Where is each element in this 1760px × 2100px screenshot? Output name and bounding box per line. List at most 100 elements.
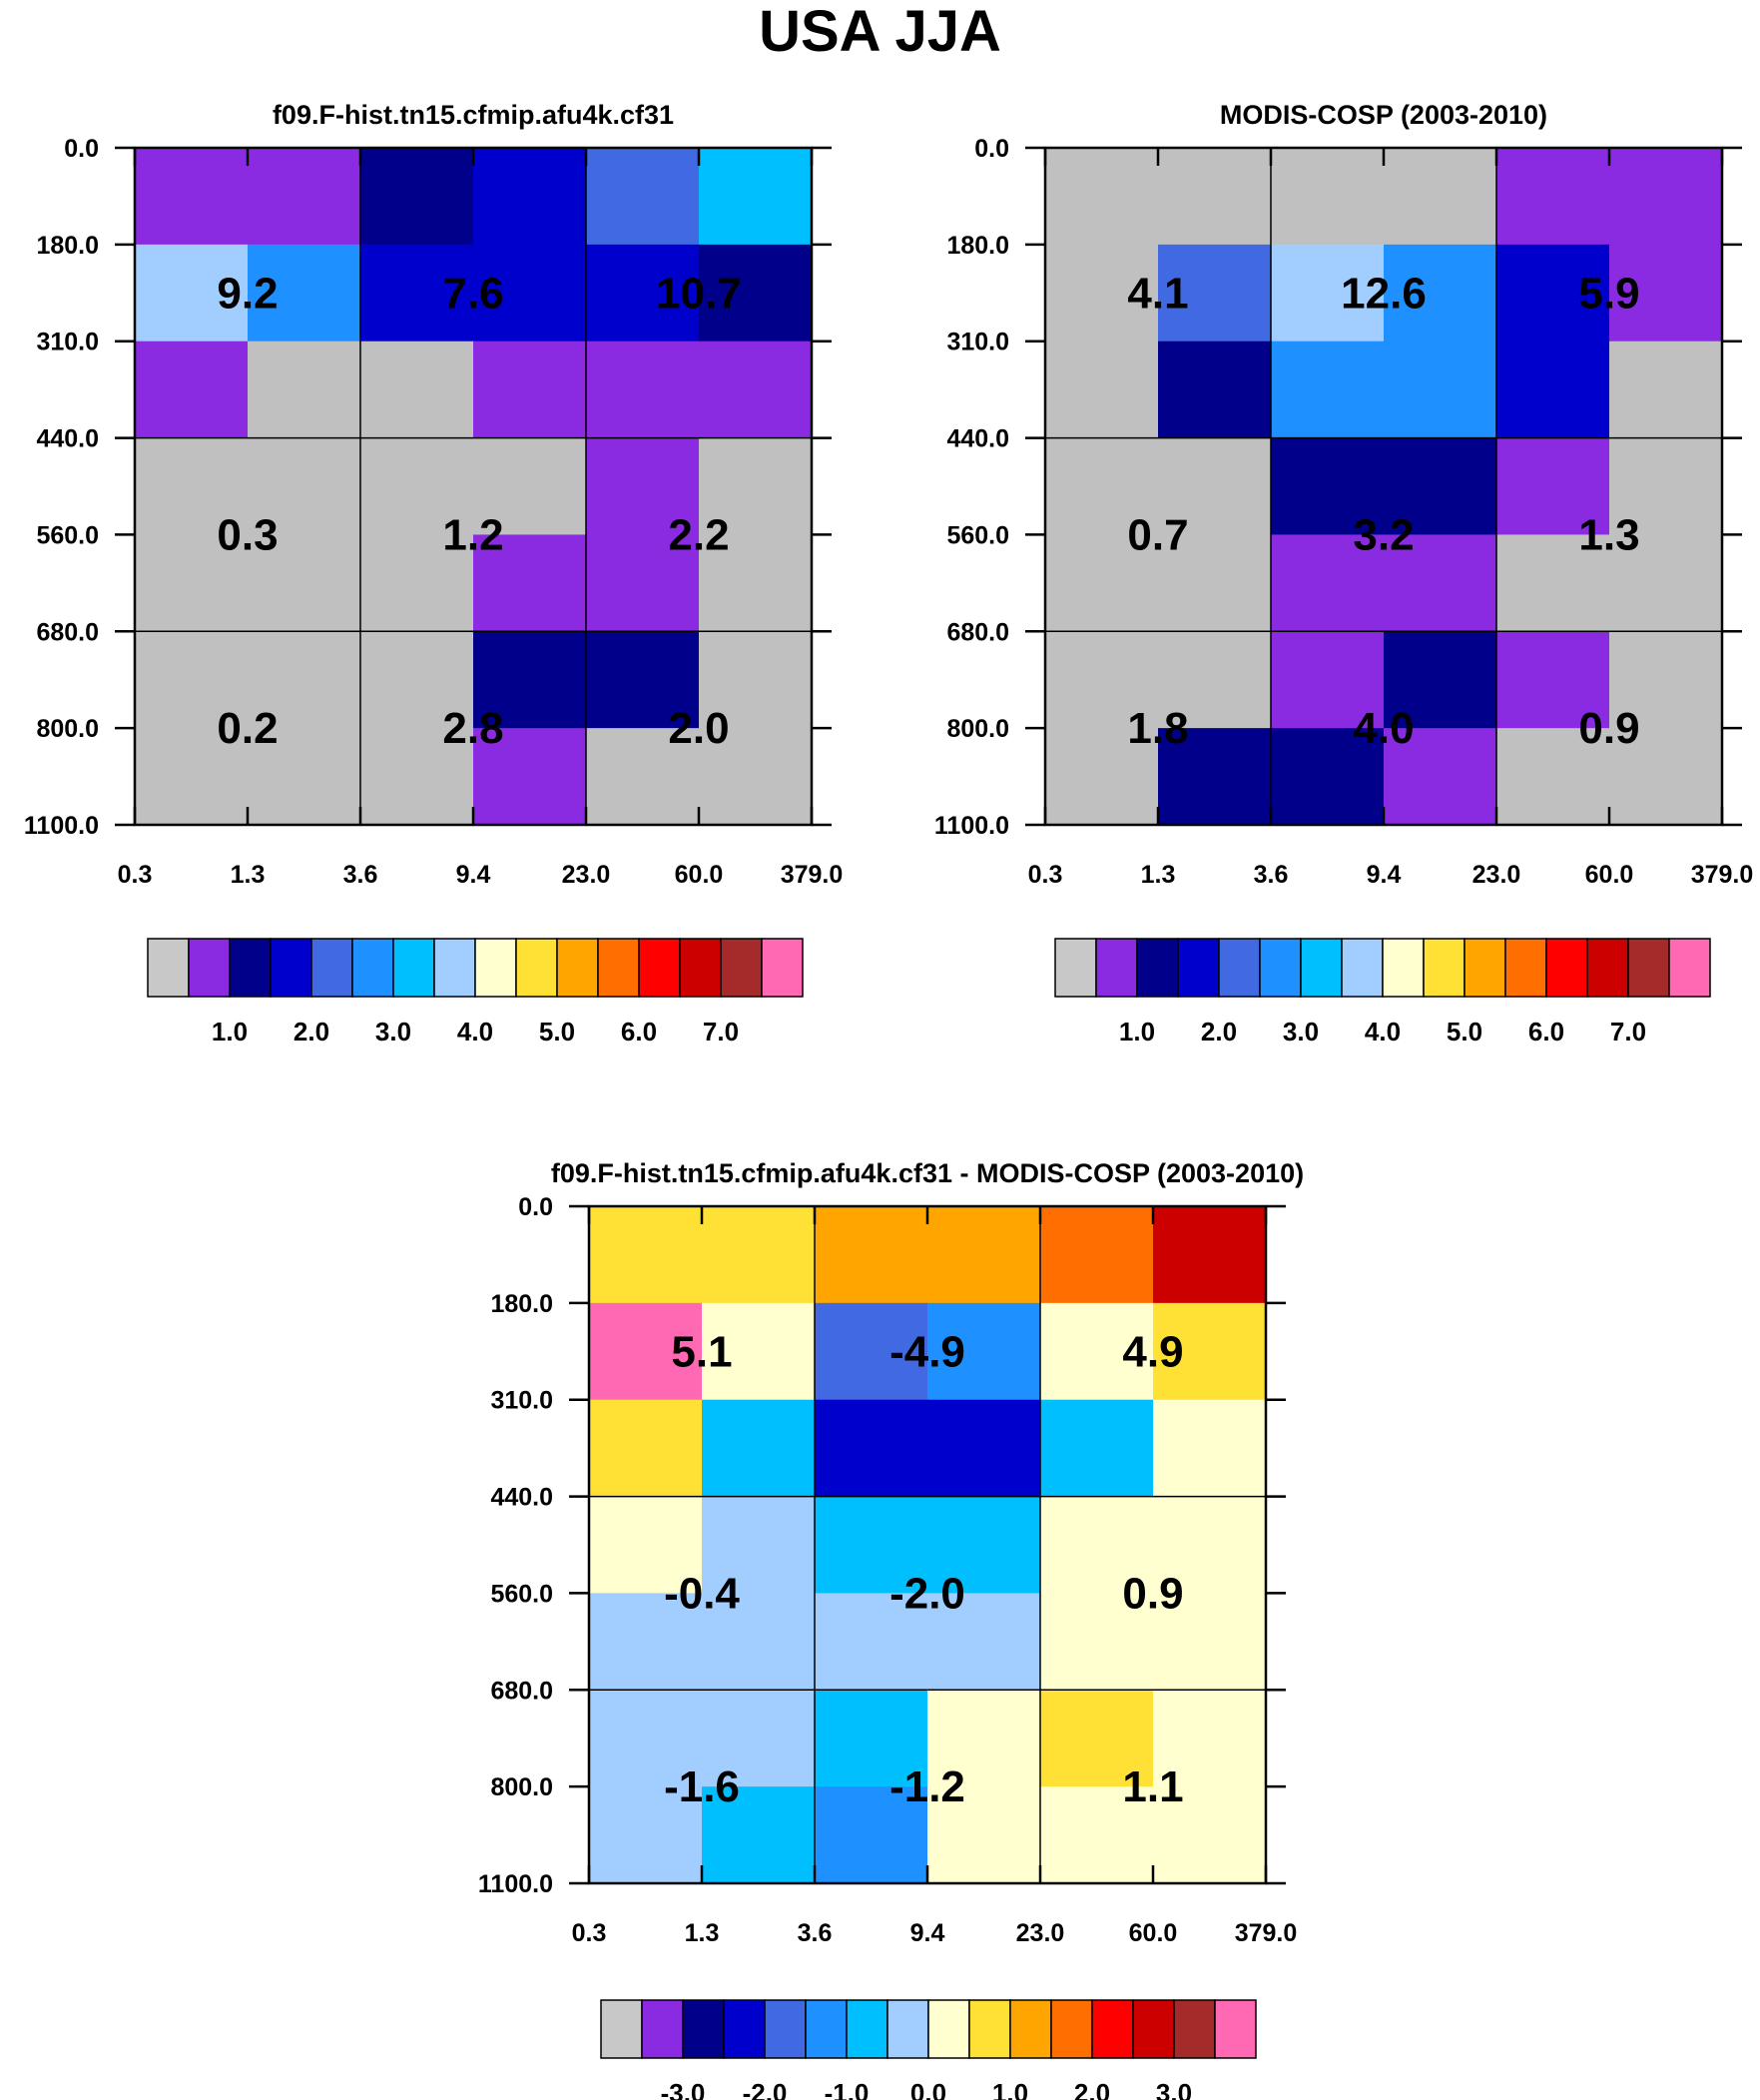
- heatmap-cell: [589, 1690, 703, 1787]
- heatmap-cell: [1040, 1496, 1154, 1595]
- heatmap-cell: [1153, 1399, 1267, 1498]
- colorbar-box: [556, 938, 599, 998]
- box-value-label: 12.6: [1341, 269, 1427, 318]
- colorbar-label: 3.0: [1283, 1017, 1319, 1047]
- colorbar-box: [641, 1999, 684, 2059]
- colorbar-label: -2.0: [743, 2078, 788, 2100]
- heatmap-cell: [360, 148, 474, 246]
- heatmap-cell: [586, 534, 700, 632]
- colorbar-label: 6.0: [1528, 1017, 1564, 1047]
- colorbar-box: [1627, 938, 1670, 998]
- heatmap-cell: [360, 437, 474, 536]
- heatmap-cell: [1609, 534, 1723, 632]
- heatmap-cell: [1158, 631, 1272, 729]
- colorbar-box: [1136, 938, 1179, 998]
- box-value-label: 1.1: [1122, 1762, 1183, 1811]
- y-tick-label: 310.0: [946, 329, 1009, 356]
- x-tick-label: 0.3: [572, 1919, 607, 1947]
- colorbar-box: [1095, 938, 1138, 998]
- heatmap-cell: [702, 1496, 816, 1595]
- heatmap-cell: [815, 1786, 928, 1884]
- x-tick-label: 23.0: [562, 861, 611, 889]
- box-value-label: 5.1: [671, 1327, 732, 1376]
- colorbar-label: 1.0: [992, 2078, 1028, 2100]
- heatmap-cell: [699, 437, 813, 536]
- heatmap-cell: [1496, 148, 1610, 246]
- colorbar-box: [638, 938, 681, 998]
- heatmap-cell: [1045, 437, 1159, 536]
- heatmap-cell: [1045, 148, 1159, 246]
- heatmap-cell: [589, 1399, 703, 1498]
- colorbar-box: [1545, 938, 1588, 998]
- colorbar-box: [229, 938, 272, 998]
- heatmap-cell: [1384, 728, 1497, 826]
- heatmap-cell: [1384, 534, 1497, 632]
- heatmap-cell: [927, 1690, 1041, 1787]
- heatmap-cell: [360, 341, 474, 439]
- heatmap-cell: [702, 1399, 816, 1498]
- box-value-label: 7.6: [442, 269, 503, 318]
- heatmap-cell: [815, 1206, 928, 1304]
- heatmap-cell: [699, 631, 813, 729]
- box-value-label: 2.8: [442, 704, 503, 753]
- heatmap-cell: [135, 728, 249, 826]
- colorbar-box: [310, 938, 353, 998]
- heatmap-cell: [1271, 728, 1385, 826]
- heatmap-cell: [1496, 534, 1610, 632]
- box-value-label: -0.4: [664, 1569, 740, 1618]
- panel-title: f09.F-hist.tn15.cfmip.afu4k.cf31: [273, 100, 674, 130]
- heatmap-cell: [1384, 437, 1497, 536]
- colorbar-box: [392, 938, 435, 998]
- heatmap-cell: [1040, 1786, 1154, 1884]
- colorbar-label: 1.0: [212, 1017, 248, 1047]
- heatmap-cell: [1496, 437, 1610, 536]
- y-tick-label: 680.0: [946, 618, 1009, 646]
- heatmap-cell: [589, 1496, 703, 1595]
- heatmap-cell: [248, 148, 361, 246]
- heatmap-cell: [927, 1593, 1041, 1691]
- heatmap-cell: [927, 1496, 1041, 1595]
- colorbar-box: [474, 938, 517, 998]
- x-tick-label: 1.3: [1141, 861, 1176, 889]
- colorbar-box: [1054, 938, 1097, 998]
- heatmap-cell: [1496, 244, 1610, 343]
- colorbar-box: [846, 1999, 888, 2059]
- colorbar-label: 1.0: [1119, 1017, 1155, 1047]
- colorbar-box: [1464, 938, 1506, 998]
- y-tick-label: 800.0: [946, 715, 1009, 743]
- colorbar-box: [886, 1999, 929, 2059]
- y-tick-label: 180.0: [946, 232, 1009, 260]
- box-value-label: 0.2: [217, 704, 278, 753]
- colorbar-label: 4.0: [457, 1017, 493, 1047]
- heatmap-cell: [815, 1496, 928, 1595]
- heatmap-cell: [1045, 631, 1159, 729]
- heatmap-panel-3: f09.F-hist.tn15.cfmip.afu4k.cf31 - MODIS…: [478, 1158, 1304, 2100]
- box-value-label: 9.2: [217, 269, 278, 318]
- colorbar-label: 5.0: [539, 1017, 575, 1047]
- heatmap-cell: [815, 1302, 928, 1401]
- heatmap-cell: [1271, 534, 1385, 632]
- panel-title: MODIS-COSP (2003-2010): [1220, 100, 1547, 130]
- box-value-label: -4.9: [889, 1327, 965, 1376]
- heatmap-cell: [1045, 534, 1159, 632]
- heatmap-cell: [702, 1786, 816, 1884]
- heatmap-cell: [248, 244, 361, 343]
- heatmap-cell: [1153, 1593, 1267, 1691]
- x-tick-label: 379.0: [781, 861, 844, 889]
- x-tick-label: 60.0: [675, 861, 724, 889]
- heatmap-cell: [586, 631, 700, 729]
- heatmap-cell: [248, 437, 361, 536]
- heatmap-cell: [360, 534, 474, 632]
- heatmap-cell: [815, 1593, 928, 1691]
- heatmap-cell: [699, 728, 813, 826]
- figure-title: USA JJA: [759, 0, 1001, 64]
- heatmap-cell: [589, 1206, 703, 1304]
- heatmap-cell: [248, 728, 361, 826]
- box-value-label: 1.3: [1578, 510, 1639, 559]
- y-tick-label: 680.0: [36, 618, 99, 646]
- heatmap-cell: [702, 1302, 816, 1401]
- colorbar-box: [1341, 938, 1384, 998]
- box-value-label: 4.0: [1353, 704, 1414, 753]
- colorbar-label: 3.0: [1156, 2078, 1192, 2100]
